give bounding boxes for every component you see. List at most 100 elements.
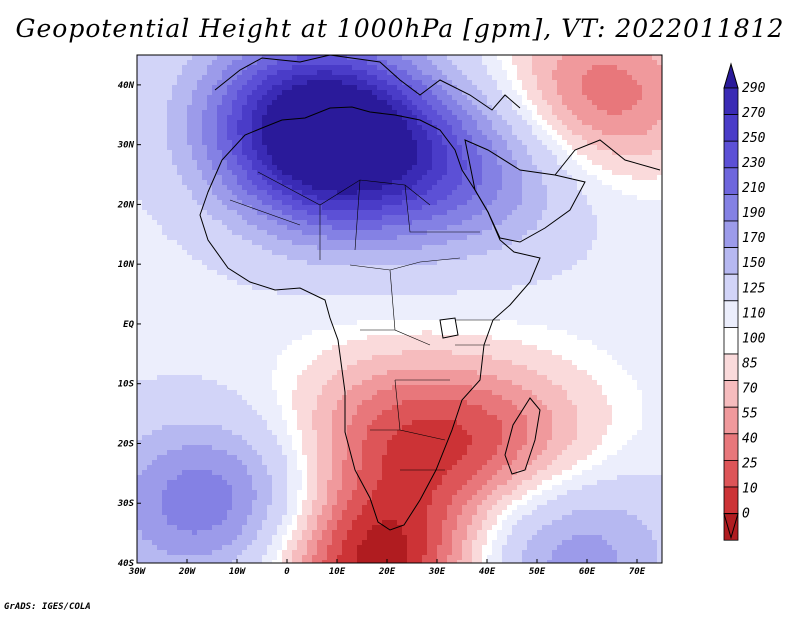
- field-cell: [187, 185, 193, 191]
- field-cell: [277, 65, 283, 71]
- field-cell: [402, 185, 408, 191]
- field-cell: [532, 225, 538, 231]
- field-cell: [422, 80, 428, 86]
- field-cell: [147, 225, 153, 231]
- field-cell: [262, 120, 268, 126]
- field-cell: [327, 235, 333, 241]
- field-cell: [612, 225, 618, 231]
- field-cell: [597, 190, 603, 196]
- field-cell: [287, 125, 293, 131]
- field-cell: [342, 195, 348, 201]
- field-cell: [652, 100, 658, 106]
- field-cell: [297, 270, 303, 276]
- field-cell: [137, 85, 143, 91]
- field-cell: [197, 285, 203, 291]
- field-cell: [307, 260, 313, 266]
- field-cell: [382, 85, 388, 91]
- field-cell: [157, 195, 163, 201]
- field-cell: [502, 150, 508, 156]
- field-cell: [442, 205, 448, 211]
- field-cell: [572, 190, 578, 196]
- field-cell: [597, 150, 603, 156]
- field-cell: [332, 285, 338, 291]
- field-cell: [582, 220, 588, 226]
- field-cell: [582, 240, 588, 246]
- field-cell: [332, 255, 338, 261]
- field-cell: [232, 190, 238, 196]
- field-cell: [242, 105, 248, 111]
- field-cell: [567, 110, 573, 116]
- field-cell: [392, 180, 398, 186]
- field-cell: [432, 245, 438, 251]
- field-cell: [527, 140, 533, 146]
- field-cell: [522, 225, 528, 231]
- field-cell: [612, 250, 618, 256]
- field-cell: [432, 90, 438, 96]
- field-cell: [347, 245, 353, 251]
- field-cell: [272, 90, 278, 96]
- field-cell: [272, 55, 278, 61]
- field-cell: [527, 190, 533, 196]
- field-cell: [142, 70, 148, 76]
- field-cell: [212, 80, 218, 86]
- field-cell: [547, 245, 553, 251]
- field-cell: [502, 55, 508, 61]
- field-cell: [277, 155, 283, 161]
- field-cell: [487, 160, 493, 166]
- field-cell: [647, 100, 653, 106]
- field-cell: [377, 235, 383, 241]
- field-cell: [177, 80, 183, 86]
- field-cell: [322, 65, 328, 71]
- field-cell: [487, 240, 493, 246]
- field-cell: [597, 235, 603, 241]
- field-cell: [457, 80, 463, 86]
- field-cell: [382, 285, 388, 291]
- field-cell: [322, 155, 328, 161]
- field-cell: [257, 290, 263, 296]
- field-cell: [482, 210, 488, 216]
- field-cell: [427, 200, 433, 206]
- field-cell: [387, 55, 393, 61]
- field-cell: [582, 70, 588, 76]
- field-cell: [407, 120, 413, 126]
- field-cell: [312, 145, 318, 151]
- field-cell: [252, 180, 258, 186]
- field-cell: [452, 225, 458, 231]
- field-cell: [302, 270, 308, 276]
- field-cell: [287, 245, 293, 251]
- field-cell: [357, 80, 363, 86]
- field-cell: [242, 290, 248, 296]
- field-cell: [607, 80, 613, 86]
- field-cell: [457, 230, 463, 236]
- field-cell: [252, 195, 258, 201]
- field-cell: [532, 240, 538, 246]
- field-cell: [372, 135, 378, 141]
- field-cell: [152, 255, 158, 261]
- field-cell: [177, 95, 183, 101]
- field-cell: [627, 255, 633, 261]
- field-cell: [642, 190, 648, 196]
- field-cell: [652, 175, 658, 181]
- field-cell: [302, 280, 308, 286]
- field-cell: [367, 275, 373, 281]
- field-cell: [417, 65, 423, 71]
- field-cell: [187, 80, 193, 86]
- field-cell: [137, 200, 143, 206]
- field-cell: [467, 155, 473, 161]
- field-cell: [277, 70, 283, 76]
- field-cell: [237, 185, 243, 191]
- field-cell: [137, 285, 143, 291]
- field-cell: [607, 100, 613, 106]
- field-cell: [642, 110, 648, 116]
- field-cell: [337, 85, 343, 91]
- field-cell: [247, 240, 253, 246]
- field-cell: [472, 220, 478, 226]
- field-cell: [557, 95, 563, 101]
- field-cell: [227, 135, 233, 141]
- field-cell: [187, 140, 193, 146]
- field-cell: [317, 135, 323, 141]
- field-cell: [272, 260, 278, 266]
- field-cell: [482, 180, 488, 186]
- field-cell: [387, 85, 393, 91]
- field-cell: [442, 285, 448, 291]
